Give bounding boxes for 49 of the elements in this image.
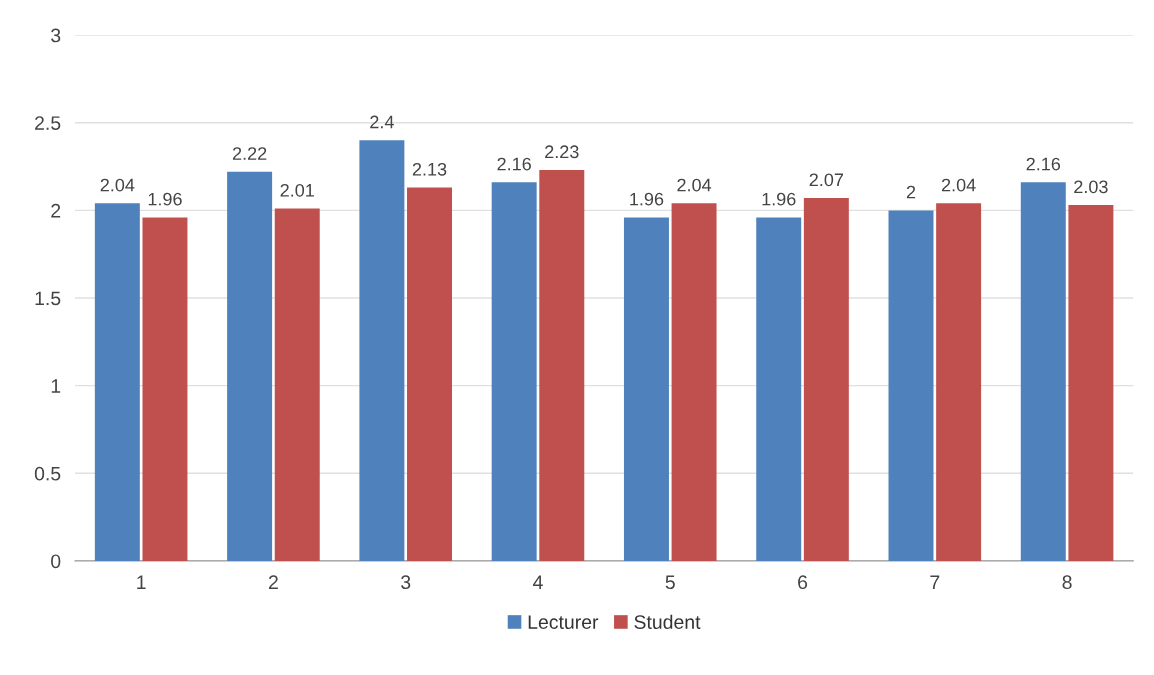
- bar: [539, 170, 585, 561]
- x-tick-label: 8: [1062, 575, 1072, 590]
- legend-label: Lecturer: [528, 615, 599, 629]
- y-tick-label: 2.5: [35, 116, 61, 130]
- bar: [407, 187, 452, 561]
- x-tick-label: 7: [930, 575, 940, 589]
- bar: [142, 217, 188, 561]
- data-label: 2.07: [809, 173, 844, 187]
- data-label: 1.96: [148, 192, 182, 206]
- bar: [227, 171, 273, 561]
- x-tick-label: 1: [137, 575, 146, 589]
- y-tick-label: 3: [51, 28, 61, 43]
- data-label: 2.04: [677, 178, 712, 192]
- x-tick-label: 6: [798, 575, 808, 590]
- data-label: 2.16: [1026, 157, 1061, 171]
- y-tick-label: 1: [51, 379, 61, 393]
- data-label: 2: [906, 185, 916, 199]
- data-label: 2.16: [497, 157, 531, 171]
- y-tick-label: 0.5: [34, 466, 61, 481]
- data-label: 2.22: [232, 147, 267, 160]
- y-tick-label: 1.5: [35, 291, 61, 306]
- x-tick-label: 2: [269, 575, 278, 589]
- bar: [1068, 205, 1114, 561]
- data-label: 2.4: [370, 115, 394, 129]
- bar: [491, 182, 537, 561]
- y-tick-label: 0: [51, 554, 61, 569]
- data-label: 2.23: [545, 145, 579, 159]
- x-tick-label: 4: [533, 575, 543, 589]
- bar: [1020, 182, 1066, 561]
- data-label: 2.13: [412, 162, 447, 176]
- y-tick-label: 2: [51, 203, 61, 218]
- data-label: 2.01: [280, 183, 314, 197]
- x-tick-label: 3: [401, 575, 411, 590]
- legend-label: Student: [634, 614, 701, 629]
- bar: [936, 203, 982, 561]
- data-label: 2.03: [1074, 180, 1108, 194]
- bar: [94, 203, 140, 561]
- data-label: 2.04: [100, 178, 135, 192]
- data-label: 1.96: [630, 192, 664, 206]
- bar: [888, 210, 934, 561]
- bar: [623, 217, 669, 561]
- bar: [671, 203, 717, 561]
- bar: [756, 217, 802, 561]
- data-label: 1.96: [762, 192, 796, 206]
- bar: [274, 208, 320, 561]
- bar: [359, 140, 405, 561]
- bar: [803, 198, 849, 561]
- x-tick-label: 5: [665, 575, 675, 590]
- data-label: 2.04: [941, 178, 976, 192]
